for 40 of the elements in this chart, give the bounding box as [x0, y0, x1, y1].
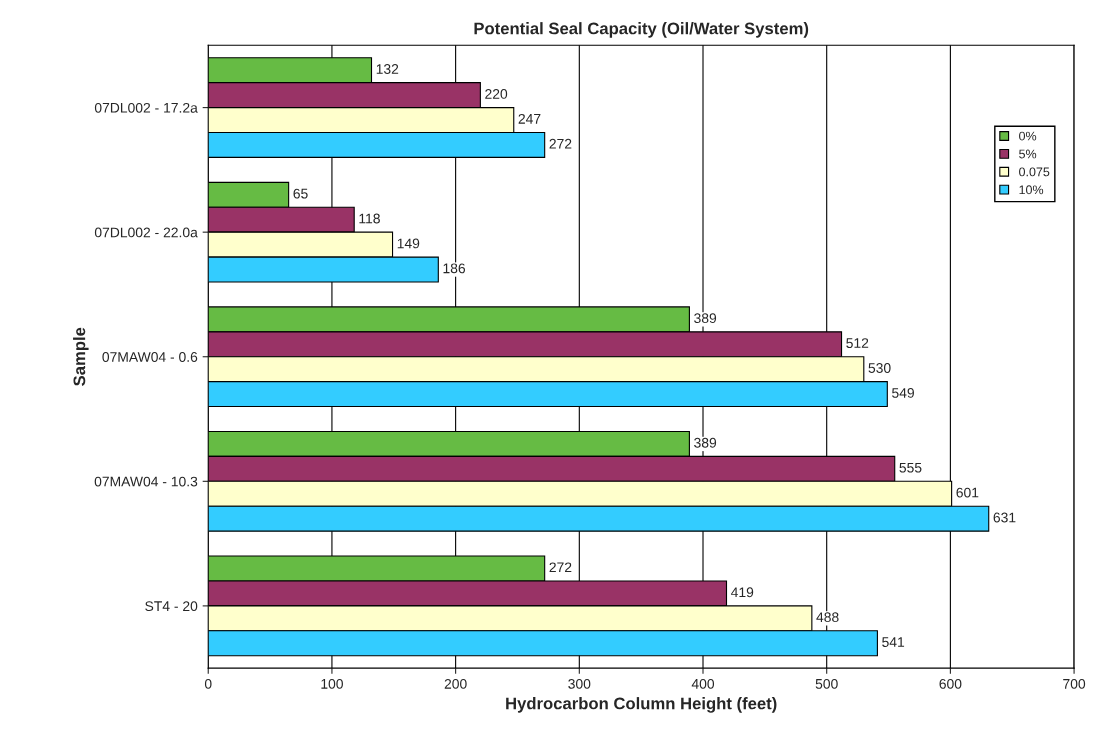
data-label: 118	[359, 213, 380, 224]
data-label: 555	[899, 462, 922, 473]
chart-title: Potential Seal Capacity (Oil/Water System)	[474, 22, 809, 38]
y-tick-label: 07DL002 - 17.2a	[94, 102, 198, 113]
data-label: 419	[730, 587, 754, 598]
data-label: 132	[376, 64, 399, 74]
data-label: 389	[694, 313, 717, 324]
data-label: 186	[443, 263, 466, 274]
data-label: 530	[868, 363, 891, 373]
data-label: 272	[549, 562, 572, 573]
data-label: 488	[816, 612, 839, 623]
legend-label: 10%	[1019, 185, 1044, 195]
data-label: 512	[846, 338, 869, 349]
legend-label: 0%	[1019, 131, 1037, 141]
data-label: 541	[882, 637, 905, 647]
legend-label: 5%	[1019, 149, 1037, 159]
data-label: 149	[397, 238, 420, 249]
x-tick-label: 400	[691, 678, 715, 689]
data-label: 65	[293, 188, 308, 199]
x-tick-label: 500	[815, 678, 838, 689]
y-tick-label: ST4 - 20	[145, 601, 198, 612]
data-label: 631	[993, 512, 1016, 523]
y-tick-label: 07DL002 - 22.0a	[94, 227, 198, 238]
data-label: 272	[549, 138, 572, 149]
x-tick-label: 600	[939, 678, 962, 689]
legend-label: 0.075	[1019, 167, 1050, 177]
data-label: 247	[518, 113, 541, 124]
y-tick-label: 07MAW04 - 0.6	[102, 352, 198, 362]
data-label: 549	[892, 388, 914, 398]
y-tick-label: 07MAW04 - 10.3	[94, 476, 198, 487]
x-tick-label: 200	[444, 678, 467, 689]
data-label: 389	[694, 437, 717, 448]
data-label: 220	[485, 89, 508, 99]
x-tick-label: 700	[1063, 678, 1086, 689]
x-axis-title: Hydrocarbon Column Height (feet)	[506, 697, 777, 713]
y-axis-title: Sample	[73, 327, 89, 386]
data-label: 601	[956, 487, 979, 498]
x-tick-label: 300	[568, 678, 591, 689]
x-tick-label: 0	[204, 678, 212, 689]
x-tick-label: 100	[321, 678, 343, 689]
